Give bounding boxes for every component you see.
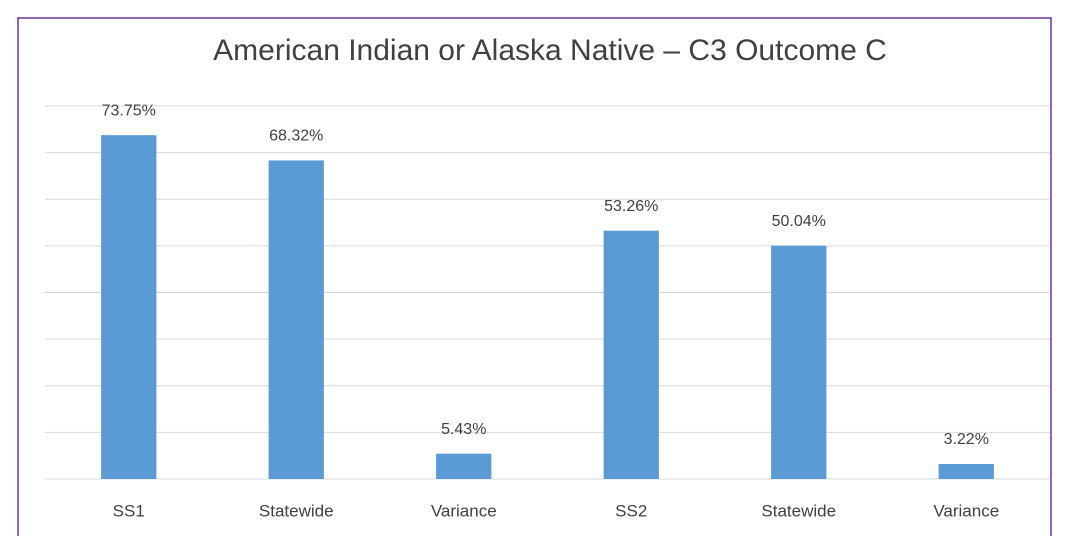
data-label: 53.26% — [604, 198, 658, 215]
x-tick-label: Statewide — [259, 501, 334, 520]
data-label: 68.32% — [269, 128, 323, 145]
bar — [268, 160, 324, 479]
bar — [771, 245, 827, 479]
data-label: 3.22% — [944, 431, 989, 448]
chart-title: American Indian or Alaska Native – C3 Ou… — [213, 34, 887, 67]
x-tick-label: Statewide — [761, 501, 836, 520]
x-tick-label: Variance — [933, 501, 999, 520]
data-label: 50.04% — [772, 213, 826, 230]
x-tick-label: Variance — [431, 501, 497, 520]
bar — [436, 453, 492, 479]
bar — [603, 230, 659, 479]
x-tick-label: SS2 — [615, 501, 647, 520]
chart-border — [17, 17, 1052, 536]
x-tick-label: SS1 — [113, 501, 145, 520]
data-label: 5.43% — [441, 421, 486, 438]
bar — [938, 463, 994, 479]
data-label: 73.75% — [102, 102, 156, 119]
bar — [101, 135, 157, 479]
